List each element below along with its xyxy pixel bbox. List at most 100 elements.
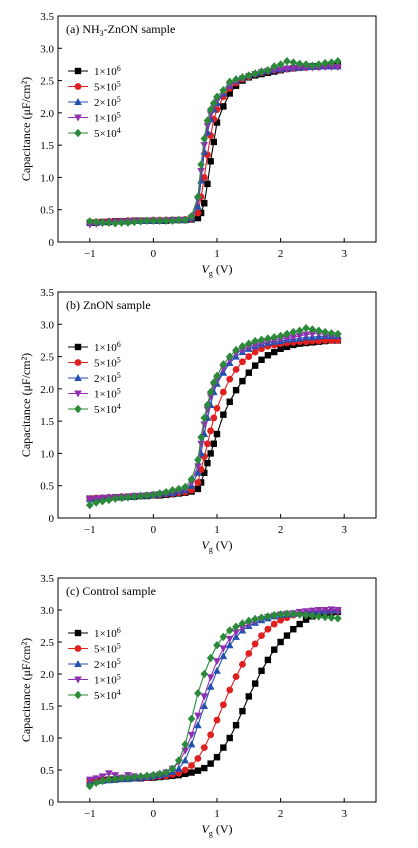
data-point <box>194 468 202 476</box>
data-point <box>130 772 139 782</box>
data-point <box>334 329 342 339</box>
data-point <box>187 475 196 484</box>
data-point <box>194 192 202 201</box>
data-point <box>92 217 100 227</box>
legend-marker <box>74 359 82 366</box>
x-axis-label: Vg (V) <box>201 262 232 278</box>
data-point <box>258 667 265 674</box>
y-tick-label: 0.5 <box>40 765 54 777</box>
x-tick-label: 0 <box>151 808 157 820</box>
data-point <box>111 219 120 228</box>
data-point <box>251 362 259 369</box>
data-point <box>213 754 221 761</box>
data-point <box>149 216 158 225</box>
data-point <box>225 635 234 643</box>
data-point <box>200 142 209 150</box>
data-point <box>194 479 202 486</box>
legend-marker <box>74 645 82 652</box>
data-point <box>334 614 342 623</box>
data-point <box>271 348 278 356</box>
data-point <box>232 366 240 373</box>
data-point <box>264 352 272 359</box>
data-point <box>276 331 285 341</box>
data-point <box>219 701 227 709</box>
data-point <box>175 764 183 772</box>
data-point <box>143 216 151 225</box>
data-point <box>251 348 259 356</box>
data-point <box>86 776 94 784</box>
data-point <box>187 731 196 739</box>
data-point <box>283 65 291 73</box>
data-point <box>270 620 278 628</box>
data-point <box>219 652 228 660</box>
data-point <box>206 393 215 401</box>
data-point <box>257 613 266 622</box>
data-point <box>264 66 272 75</box>
series-line <box>89 66 338 226</box>
data-point <box>203 406 212 414</box>
data-point <box>168 486 177 495</box>
x-axis-label: Vg (V) <box>201 538 232 554</box>
data-point <box>155 216 164 225</box>
data-series <box>86 57 342 228</box>
data-point <box>86 781 94 791</box>
data-point <box>200 669 209 679</box>
y-tick-label: 1.5 <box>40 416 54 428</box>
data-point <box>308 61 317 70</box>
data-point <box>194 209 202 217</box>
data-point <box>219 632 228 642</box>
data-point <box>226 686 234 694</box>
data-point <box>207 731 215 739</box>
data-point <box>308 611 317 620</box>
data-point <box>321 327 329 337</box>
data-point <box>283 632 291 639</box>
data-point <box>213 404 221 412</box>
data-point <box>251 336 259 346</box>
x-tick-label: −1 <box>84 524 96 536</box>
data-point <box>181 215 189 225</box>
legend-label: 1×105 <box>94 111 121 125</box>
data-point <box>251 640 259 648</box>
x-tick-label: −1 <box>84 808 96 820</box>
chart-title: (b) ZnON sample <box>66 298 151 312</box>
data-point <box>204 180 211 188</box>
y-tick-label: 1.0 <box>40 733 54 745</box>
data-point <box>124 218 132 227</box>
data-point <box>290 626 297 633</box>
series-line <box>89 610 338 784</box>
data-point <box>321 607 329 614</box>
data-point <box>308 607 317 615</box>
data-point <box>213 371 221 381</box>
data-point <box>136 772 145 781</box>
data-point <box>264 625 272 633</box>
data-point <box>162 768 170 777</box>
data-point <box>219 368 228 376</box>
data-point <box>124 493 132 502</box>
data-point <box>181 756 189 764</box>
data-point <box>277 616 284 624</box>
legend-marker <box>74 114 82 122</box>
y-tick-label: 3.5 <box>40 11 54 23</box>
data-point <box>295 64 304 72</box>
data-point <box>251 680 259 687</box>
data-point <box>289 327 298 337</box>
data-point <box>296 620 303 628</box>
data-point <box>194 485 202 493</box>
data-point <box>213 658 221 666</box>
x-tick-label: 3 <box>341 524 347 536</box>
data-point <box>276 610 285 619</box>
data-point <box>314 326 323 335</box>
legend-label: 5×104 <box>94 688 121 702</box>
legend-label: 1×105 <box>94 673 121 687</box>
y-tick-label: 3.5 <box>40 287 54 299</box>
data-point <box>302 610 310 620</box>
y-tick-label: 3.0 <box>40 319 54 331</box>
data-point <box>232 722 240 729</box>
data-point <box>277 638 284 646</box>
data-point <box>245 369 252 376</box>
data-point <box>257 67 266 76</box>
data-point <box>206 387 215 397</box>
data-point <box>327 64 336 72</box>
